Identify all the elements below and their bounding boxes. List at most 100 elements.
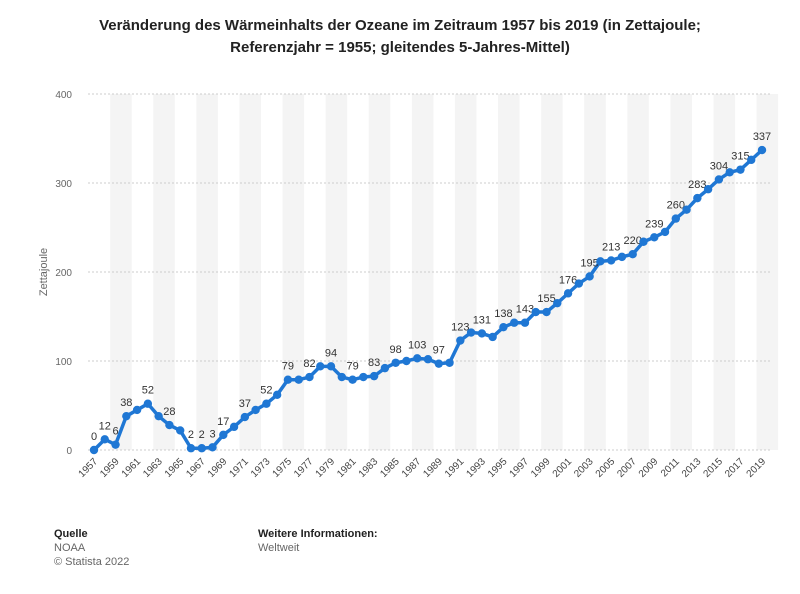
data-point (660, 227, 670, 237)
x-tick-label: 1981 (335, 456, 359, 480)
x-tick-label: 1999 (529, 456, 553, 480)
data-point (89, 445, 99, 455)
data-label: 97 (433, 345, 445, 357)
data-point (251, 405, 260, 415)
data-point (262, 399, 271, 408)
chart-title: Veränderung des Wärmeinhalts der Ozeane … (99, 17, 701, 56)
data-label: 2 (199, 429, 205, 441)
data-point (682, 205, 691, 214)
data-point (617, 252, 627, 262)
data-point (143, 399, 153, 408)
data-label: 131 (473, 314, 491, 326)
x-tick-label: 1969 (206, 456, 230, 480)
data-point (639, 237, 648, 246)
x-tick-label: 1975 (271, 456, 295, 480)
data-label: 0 (91, 431, 97, 443)
data-point (736, 165, 745, 174)
data-point (671, 214, 681, 223)
data-label: 304 (710, 160, 728, 172)
y-tick-label: 0 (66, 446, 72, 457)
data-label: 103 (408, 339, 426, 351)
data-label: 94 (325, 347, 337, 359)
data-point (499, 322, 508, 332)
data-point (359, 372, 368, 382)
copyright: © Statista 2022 (54, 556, 130, 568)
source-text: NOAA (54, 542, 86, 554)
info-heading: Weitere Informationen: (258, 528, 378, 540)
background-band (368, 94, 391, 450)
data-point (488, 332, 497, 342)
x-tick-label: 1991 (443, 456, 467, 480)
data-point (693, 193, 702, 203)
data-point (434, 359, 443, 368)
x-tick-label: 2001 (551, 456, 575, 480)
data-label: 239 (645, 218, 663, 230)
x-tick-label: 1977 (292, 456, 316, 480)
data-point (240, 412, 250, 422)
x-tick-label: 1985 (378, 456, 402, 480)
data-label: 195 (580, 257, 598, 269)
data-label: 52 (142, 385, 154, 397)
background-band (196, 94, 218, 450)
data-label: 315 (731, 151, 749, 163)
data-point (165, 420, 174, 430)
data-point (305, 372, 314, 382)
data-label: 37 (239, 398, 251, 410)
data-label: 123 (451, 322, 469, 334)
x-tick-label: 1957 (77, 456, 101, 480)
data-point (714, 175, 724, 184)
data-point (413, 354, 422, 363)
data-point (585, 272, 594, 281)
data-point (628, 250, 637, 259)
x-tick-label: 2011 (659, 456, 682, 479)
y-tick-label: 200 (55, 268, 72, 279)
data-label: 213 (602, 241, 620, 253)
x-tick-label: 2005 (594, 456, 618, 480)
data-point (402, 356, 411, 366)
data-point (326, 362, 336, 371)
data-point (747, 155, 756, 165)
data-point (391, 358, 400, 367)
y-tick-label: 100 (55, 357, 72, 368)
data-point (197, 444, 206, 453)
x-tick-label: 1997 (508, 456, 532, 480)
source-heading: Quelle (54, 528, 88, 540)
data-point (154, 411, 163, 421)
y-tick-label: 300 (55, 179, 72, 190)
x-tick-label: 1959 (98, 456, 122, 480)
data-point (456, 336, 465, 345)
data-point (380, 363, 390, 373)
x-tick-label: 1961 (120, 456, 144, 480)
data-point (219, 430, 228, 440)
data-point (229, 422, 239, 432)
data-point (369, 371, 379, 381)
data-point (757, 145, 767, 155)
data-point (100, 435, 109, 444)
data-label: 2 (188, 429, 194, 441)
data-point (122, 411, 131, 421)
data-point (531, 307, 540, 317)
data-point (725, 168, 734, 177)
data-label: 138 (494, 308, 512, 320)
x-tick-label: 2017 (723, 456, 747, 480)
data-point (423, 355, 433, 364)
data-label: 155 (537, 293, 555, 305)
y-axis-title: Zettajoule (38, 248, 50, 296)
data-point (596, 257, 605, 266)
x-tick-label: 2013 (680, 456, 704, 480)
x-tick-label: 1967 (184, 456, 208, 480)
data-label: 220 (624, 235, 642, 247)
data-point (703, 185, 713, 194)
info: Weitere Informationen: Weltweit (258, 527, 378, 555)
data-label: 337 (753, 131, 771, 143)
data-label: 38 (120, 397, 132, 409)
x-tick-label: 1979 (314, 456, 338, 480)
data-label: 98 (390, 344, 402, 356)
data-label: 143 (516, 304, 534, 316)
data-label: 17 (217, 416, 229, 428)
data-point (509, 318, 519, 327)
y-tick-label: 400 (55, 90, 72, 101)
data-label: 6 (112, 426, 118, 438)
source: Quelle NOAA © Statista 2022 (54, 527, 129, 569)
data-point (348, 375, 357, 384)
